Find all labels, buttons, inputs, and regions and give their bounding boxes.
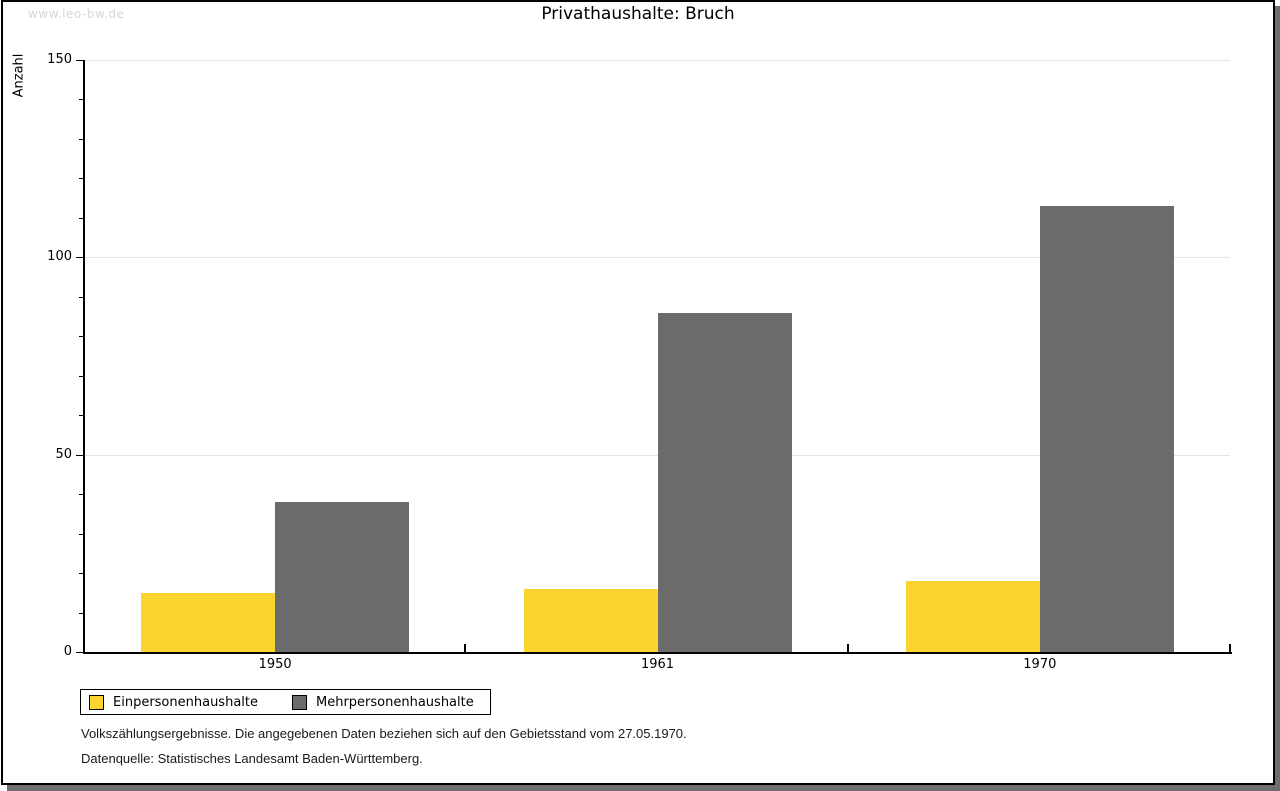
y-tick-label-0: 0 <box>63 644 72 659</box>
x-boundary-tick-1 <box>464 644 467 652</box>
legend-swatch-einpersonenhaushalte <box>89 694 104 710</box>
y-tick-label-50: 50 <box>55 446 72 462</box>
bar-mehrpersonenhaushalte-1950 <box>275 502 410 652</box>
y-tick-label-100: 100 <box>47 249 72 265</box>
y-major-tick-150 <box>76 60 83 61</box>
y-tick-label-150: 150 <box>47 52 72 67</box>
y-major-tick-0 <box>76 652 83 653</box>
y-minor-tick-40 <box>79 494 83 496</box>
y-minor-tick-80 <box>79 336 83 338</box>
legend: Einpersonenhaushalte Mehrpersonenhaushal… <box>80 689 491 715</box>
bar-einpersonenhaushalte-1970 <box>905 580 1040 652</box>
x-tick-label-1970: 1970 <box>1023 657 1057 672</box>
legend-item: Mehrpersonenhaushalte <box>292 694 474 710</box>
legend-label: Mehrpersonenhaushalte <box>316 694 474 710</box>
legend-item: Einpersonenhaushalte <box>89 694 258 710</box>
x-tick-label-1950: 1950 <box>258 657 292 672</box>
plot-area: 0 50 100 150 1950 1961 1970 <box>3 2 1273 783</box>
bar-einpersonenhaushalte-1950 <box>141 592 276 652</box>
y-minor-tick-10 <box>79 612 83 614</box>
x-boundary-tick-3 <box>1229 644 1231 652</box>
bar-einpersonenhaushalte-1961 <box>523 588 658 652</box>
y-minor-tick-30 <box>79 533 83 535</box>
x-boundary-tick-2 <box>846 644 849 652</box>
site-watermark: www.leo-bw.de <box>28 7 125 21</box>
y-minor-tick-120 <box>79 178 83 180</box>
legend-label: Einpersonenhaushalte <box>113 694 258 710</box>
chart-title: Privathaushalte: Bruch <box>541 4 735 24</box>
y-minor-tick-140 <box>79 99 83 101</box>
footnote-data-source: Datenquelle: Statistisches Landesamt Bad… <box>81 751 423 766</box>
gridline-y-100 <box>85 257 1230 259</box>
gridline-y-150 <box>85 60 1230 61</box>
y-minor-tick-110 <box>79 217 83 219</box>
y-major-tick-100 <box>76 257 83 259</box>
y-minor-tick-90 <box>79 296 83 298</box>
y-minor-tick-130 <box>79 138 83 140</box>
footnote-source-note: Volkszählungsergebnisse. Die angegebenen… <box>81 726 687 741</box>
y-axis-line <box>83 60 85 654</box>
y-major-tick-50 <box>76 454 83 456</box>
y-minor-tick-60 <box>79 415 83 417</box>
y-minor-tick-20 <box>79 573 83 575</box>
bar-mehrpersonenhaushalte-1961 <box>657 312 792 652</box>
x-tick-label-1961: 1961 <box>640 657 675 672</box>
y-minor-tick-70 <box>79 375 83 377</box>
bar-mehrpersonenhaushalte-1970 <box>1039 206 1174 652</box>
x-axis-line <box>83 652 1232 654</box>
legend-swatch-mehrpersonenhaushalte <box>292 694 307 710</box>
